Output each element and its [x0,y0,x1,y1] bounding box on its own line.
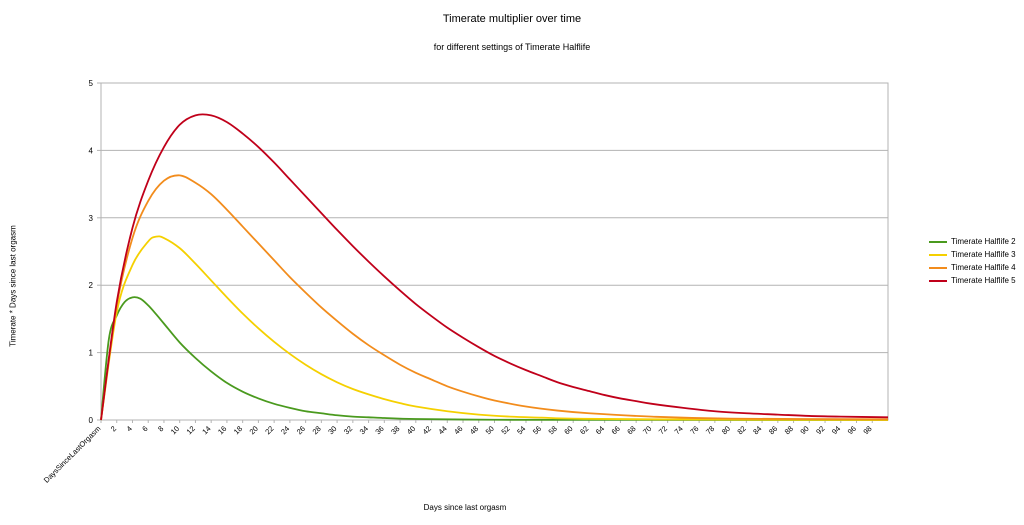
legend-item: Timerate Halflife 4 [929,261,1016,274]
x-tick-label: 54 [515,424,527,436]
legend-swatch [929,279,947,282]
legend-swatch [929,266,947,269]
x-tick-label: 26 [295,424,307,436]
x-tick-label: 4 [125,424,134,433]
x-tick-label: 50 [484,424,496,436]
x-tick-label: 58 [547,424,559,436]
x-tick-label: 42 [421,424,433,436]
x-tick-label: 90 [798,424,810,436]
x-tick-label: 20 [248,424,260,436]
x-tick-label: 70 [641,424,653,436]
x-tick-label: 28 [311,424,323,436]
x-tick-label: 76 [688,424,700,436]
legend-item: Timerate Halflife 5 [929,274,1016,287]
x-tick-label: 56 [531,424,543,436]
x-tick-label: 88 [783,424,795,436]
x-tick-label: 98 [861,424,873,436]
x-tick-label: 66 [610,424,622,436]
series-line-1 [100,296,889,421]
x-tick-label: 84 [751,424,763,436]
x-tick-label: 92 [814,424,826,436]
series-line-4 [100,113,889,421]
legend-swatch [929,240,947,243]
legend-label: Timerate Halflife 4 [951,263,1016,272]
y-tick-label: 4 [89,146,94,155]
x-tick-label: 68 [625,424,637,436]
x-tick-label: 62 [578,424,590,436]
series-line-3 [100,174,889,421]
chart-legend: Timerate Halflife 2 Timerate Halflife 3 Ti… [929,235,1016,287]
x-tick-label: 24 [279,424,291,436]
legend-swatch [929,253,947,256]
legend-label: Timerate Halflife 2 [951,237,1016,246]
x-tick-label: 30 [326,424,338,436]
y-tick-label: 2 [89,281,94,290]
y-tick-label: 3 [89,214,94,223]
x-tick-label: 48 [468,424,480,436]
legend-label: Timerate Halflife 3 [951,250,1016,259]
chart-title: Timerate multiplier over time [442,13,582,25]
x-tick-label: 6 [140,424,149,433]
x-tick-label: 8 [156,424,165,433]
x-tick-label: 34 [358,424,370,436]
y-tick-label: 1 [89,349,94,358]
y-tick-label: 5 [89,79,94,88]
x-tick-label: 64 [594,424,606,436]
x-tick-label: 78 [704,424,716,436]
x-tick-label: 18 [232,424,244,436]
x-tick-label: 52 [499,424,511,436]
x-tick-label: 10 [169,424,181,436]
x-tick-label: 46 [452,424,464,436]
chart-subtitle: for different settings of Timerate Halfl… [433,42,591,52]
series-line-2 [100,235,889,421]
x-tick-label: 72 [657,424,669,436]
plot-area [100,82,889,421]
x-tick-label: 22 [263,424,275,436]
x-tick-label: 2 [109,424,118,433]
x-tick-label-first: DaysSinceLastOrgasm [42,424,103,485]
y-tick-label: 0 [89,416,94,425]
x-tick-label: 86 [767,424,779,436]
x-tick-label: 38 [389,424,401,436]
x-tick-label: 60 [562,424,574,436]
x-tick-label: 12 [185,424,197,436]
x-tick-label: 32 [342,424,354,436]
x-tick-label: 74 [673,424,685,436]
x-tick-label: 44 [436,424,448,436]
x-tick-label: 94 [830,424,842,436]
x-tick-label: 36 [373,424,385,436]
legend-item: Timerate Halflife 3 [929,248,1016,261]
legend-item: Timerate Halflife 2 [929,235,1016,248]
x-tick-label: 16 [216,424,228,436]
x-tick-label: 96 [846,424,858,436]
x-tick-label: 80 [720,424,732,436]
x-tick-label: 82 [735,424,747,436]
x-tick-label: 40 [405,424,417,436]
legend-label: Timerate Halflife 5 [951,276,1016,285]
x-axis-label: Days since last orgasm [423,503,507,512]
x-tick-label: 14 [200,424,212,436]
